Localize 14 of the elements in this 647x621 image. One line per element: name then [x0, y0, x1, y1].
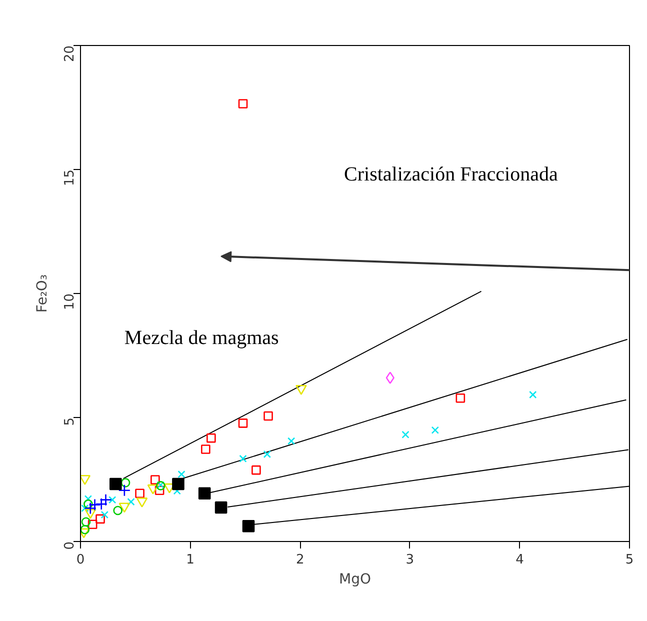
x-tick-label: 2: [296, 552, 304, 568]
annotation: Mezcla de magmas: [124, 327, 280, 350]
x-tick-label: 3: [406, 552, 414, 568]
annotation: Cristalización Fraccionada: [344, 163, 558, 186]
x-axis-title: MgO: [339, 572, 372, 588]
y-tick-label: 5: [62, 417, 78, 426]
x-tick-label: 1: [186, 552, 194, 568]
y-tick-label: 15: [62, 169, 78, 186]
y-axis-title: Fe₂O₃: [34, 274, 50, 313]
x-tick-label: 4: [516, 552, 524, 568]
y-tick-label: 10: [62, 293, 78, 310]
x-tick-label: 5: [625, 552, 634, 568]
y-tick-label: 20: [62, 45, 78, 62]
y-tick-label: 0: [62, 541, 78, 550]
